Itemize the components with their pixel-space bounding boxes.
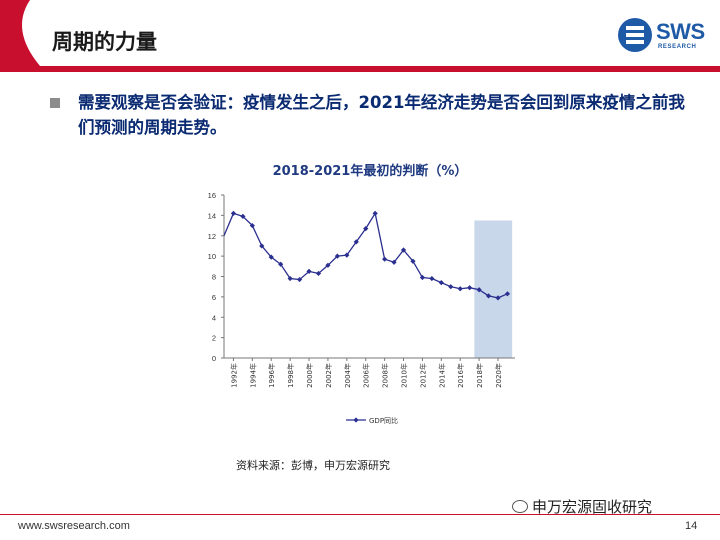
data-point	[334, 253, 340, 259]
x-tick-label: 2016年	[456, 363, 465, 388]
x-tick-label: 2002年	[324, 363, 333, 388]
y-tick-label: 10	[208, 252, 216, 261]
bullet-text: 需要观察是否会验证：疫情发生之后，2021年经济走势是否会回到原来疫情之前我们预…	[78, 93, 685, 137]
sws-logo: SWS RESEARCH	[618, 18, 708, 54]
chart-title: 2018-2021年最初的判断（%）	[272, 164, 468, 179]
footer-url[interactable]: www.swsresearch.com	[18, 520, 130, 532]
data-point	[457, 286, 463, 292]
wechat-icon	[512, 500, 528, 513]
sws-logo-icon	[618, 18, 652, 52]
y-tick-label: 4	[212, 313, 216, 322]
data-point	[391, 259, 397, 265]
x-tick-label: 2012年	[418, 363, 427, 388]
x-tick-label: 2006年	[362, 363, 371, 388]
x-tick-label: 1992年	[229, 363, 238, 388]
data-point	[400, 247, 407, 253]
data-point	[495, 295, 501, 301]
footer-divider	[0, 514, 720, 515]
data-point	[438, 280, 444, 286]
data-point	[249, 222, 255, 229]
data-point	[429, 275, 435, 282]
y-tick-label: 6	[212, 293, 216, 302]
x-tick-label: 1996年	[267, 363, 276, 388]
y-tick-label: 8	[212, 273, 216, 282]
y-tick-label: 12	[208, 232, 216, 241]
slide-title: 周期的力量	[52, 31, 157, 54]
data-point	[296, 276, 303, 283]
x-tick-label: 2000年	[305, 363, 314, 388]
y-tick-label: 2	[212, 334, 216, 343]
x-tick-label: 1994年	[248, 363, 257, 388]
header-red-swoosh-icon	[0, 0, 40, 66]
x-tick-label: 2008年	[381, 363, 390, 388]
legend-label: GDP同比	[369, 416, 398, 425]
page-number: 14	[685, 520, 698, 532]
x-tick-label: 1998年	[286, 363, 295, 388]
data-point	[448, 284, 454, 290]
gdp-line-chart: 0 2 4 6 8 10 12 14 16 1992年 1994年 1996年 1998年 2000年 20…	[208, 191, 515, 425]
source-note: 资料来源：彭博，申万宏源研究	[236, 459, 390, 472]
x-tick-label: 2020年	[494, 363, 503, 388]
data-point	[467, 285, 473, 291]
wechat-account: 申万宏源固收研究	[512, 496, 652, 517]
data-point	[382, 256, 388, 262]
data-point	[504, 291, 511, 297]
y-tick-label: 16	[208, 191, 216, 200]
data-point	[240, 213, 246, 219]
header-divider	[0, 66, 720, 72]
x-tick-label: 2018年	[475, 363, 484, 388]
y-tick-label: 0	[212, 354, 216, 363]
slide-header: 周期的力量 SWS RESEARCH	[0, 0, 720, 72]
bullet-square-icon	[50, 98, 60, 108]
data-point	[363, 226, 369, 232]
data-point	[306, 268, 312, 275]
data-point	[410, 258, 416, 264]
x-tick-label: 2014年	[437, 363, 446, 388]
data-point	[372, 210, 378, 216]
data-point	[230, 210, 237, 216]
legend-marker	[353, 417, 359, 423]
x-tick-label: 2004年	[343, 363, 352, 388]
data-point	[419, 274, 426, 281]
data-point	[259, 243, 265, 249]
y-tick-label: 14	[208, 211, 216, 220]
x-tick-label: 2010年	[400, 363, 409, 388]
